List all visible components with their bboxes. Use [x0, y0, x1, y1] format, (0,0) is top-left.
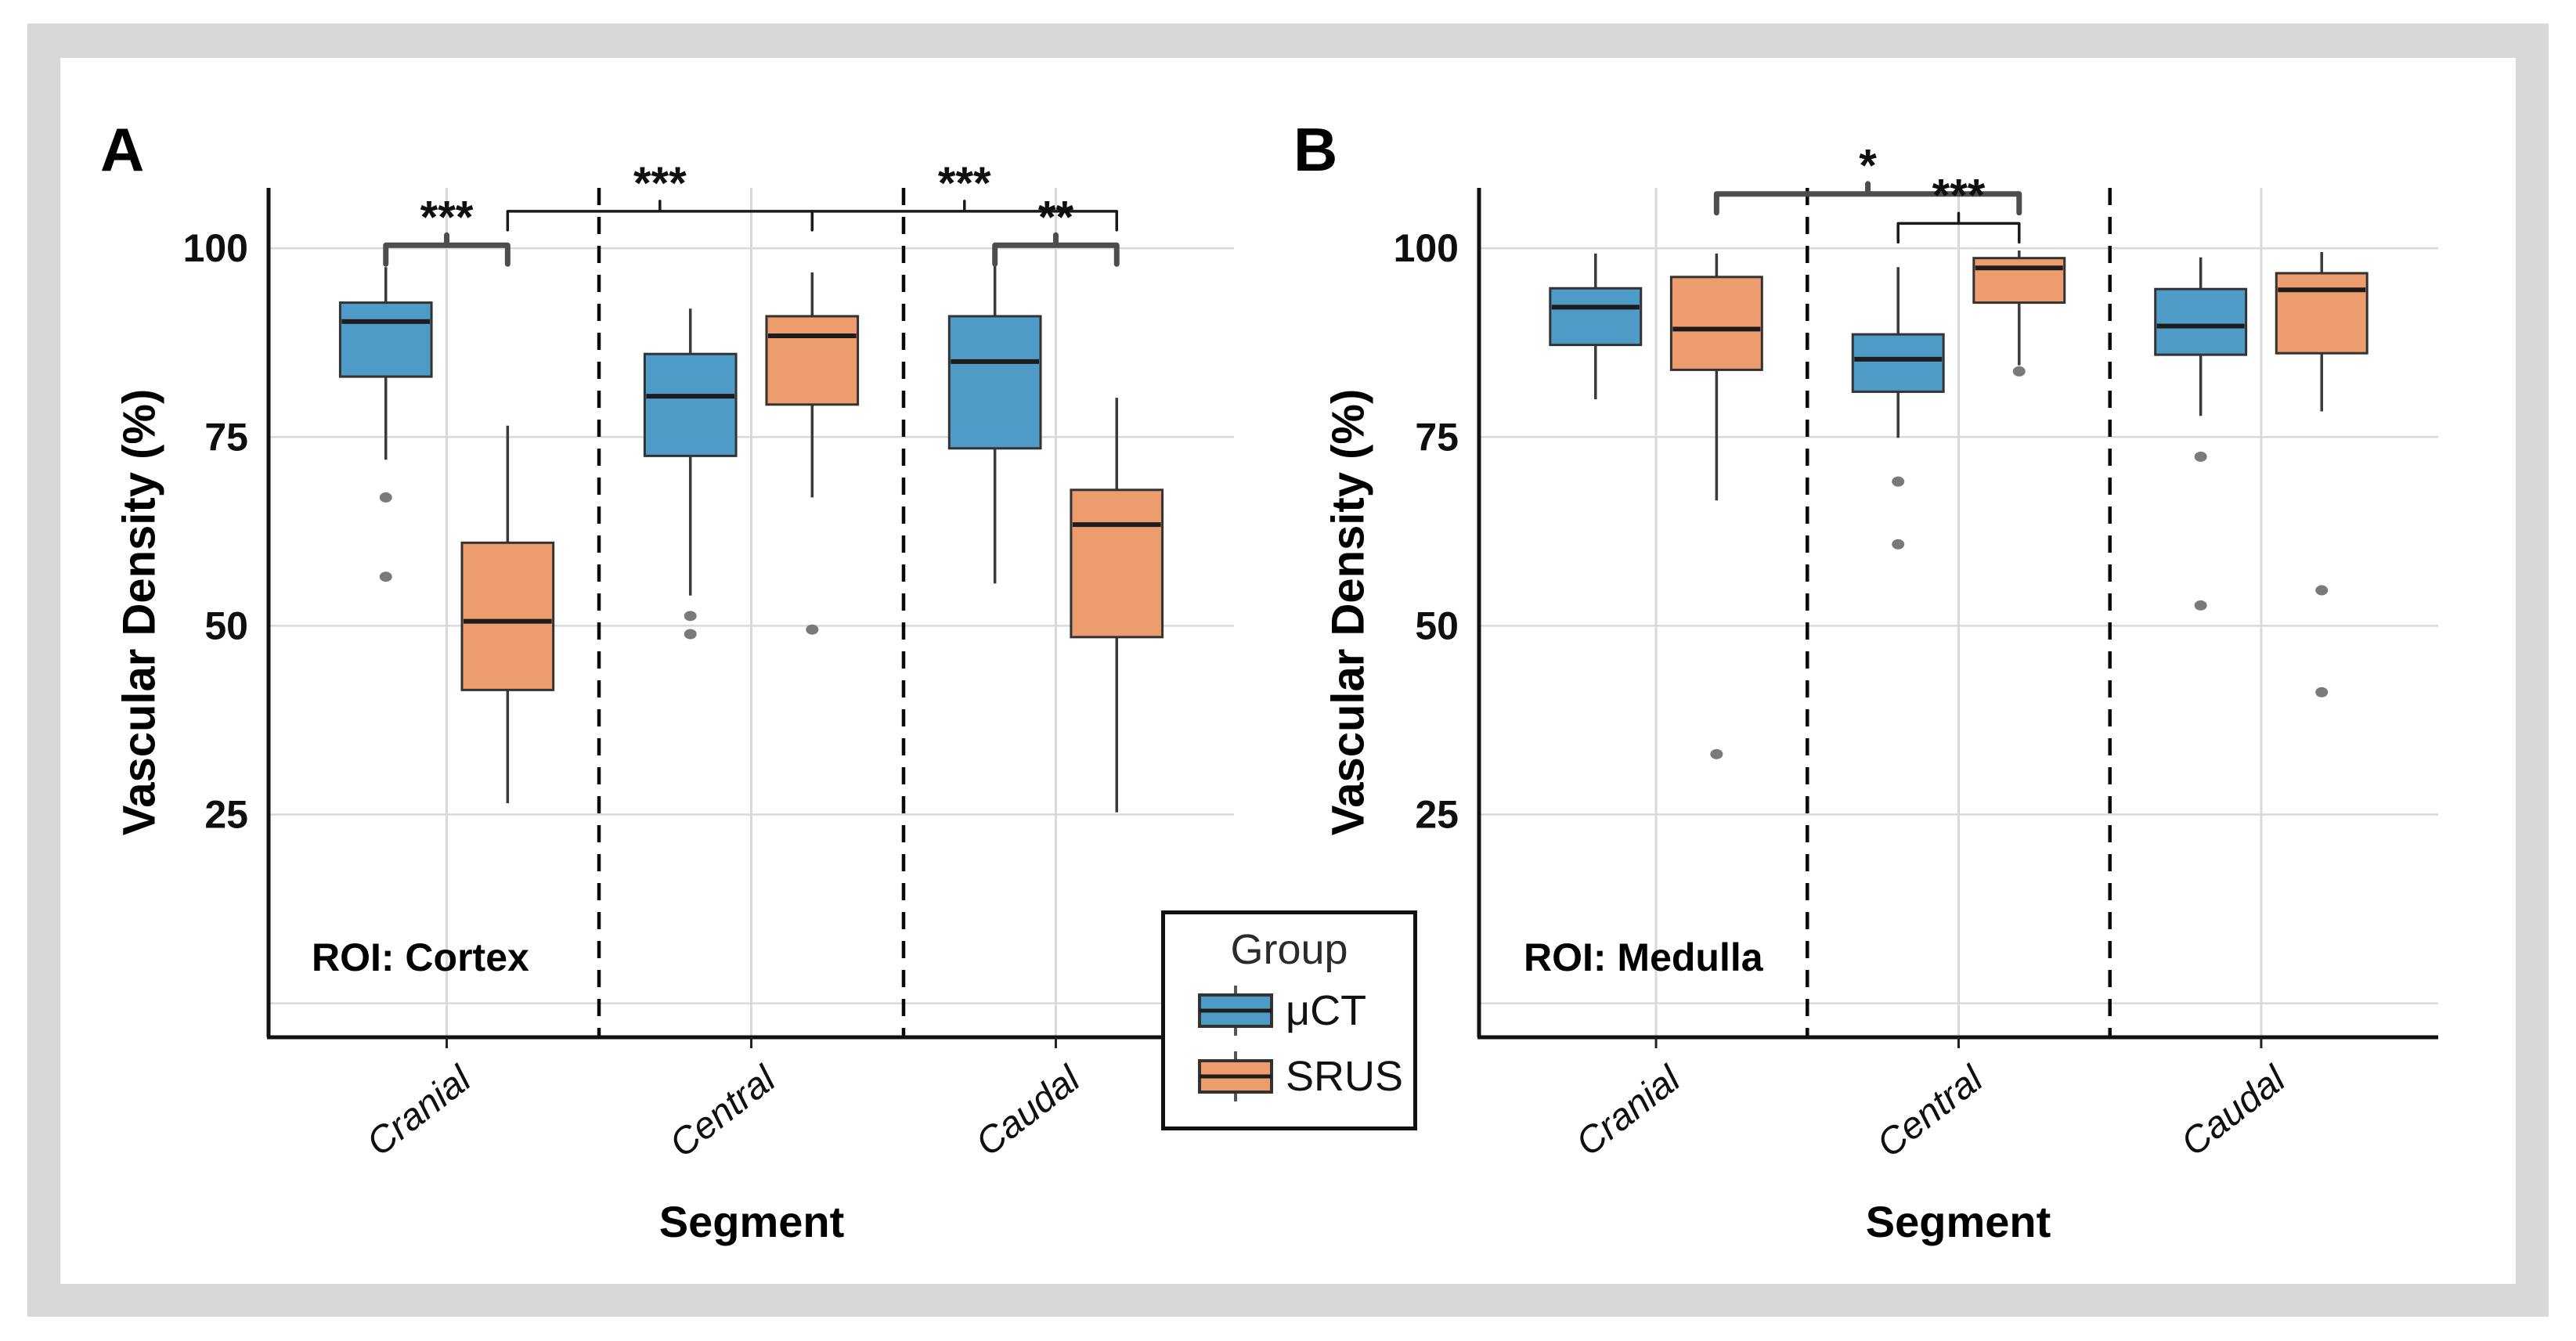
- legend: Group μCT SRUS: [1161, 910, 1417, 1130]
- significance-label: ***: [938, 158, 991, 209]
- y-tick-label: 75: [1415, 415, 1459, 459]
- outlier-dot: [379, 492, 392, 503]
- y-tick-label: 75: [204, 415, 248, 459]
- x-tick-label-cranial: Cranial: [359, 1058, 480, 1164]
- y-tick-label: 50: [1415, 604, 1459, 647]
- significance-label: **: [1038, 192, 1074, 243]
- y-tick-label: 100: [1394, 226, 1459, 270]
- outlier-dot: [2194, 451, 2207, 462]
- legend-item-srus: SRUS: [1196, 1047, 1413, 1105]
- boxplot-glyph-uct-icon: [1198, 986, 1273, 1036]
- box-A-Central-SRUS: [765, 315, 860, 406]
- box-B-Central-SRUS: [1972, 257, 2066, 305]
- panel-a-x-axis-title: Segment: [658, 1197, 845, 1246]
- box-A-Caudal-μCT: [947, 315, 1042, 450]
- outlier-dot: [806, 624, 819, 635]
- x-tick-label-caudal: Caudal: [969, 1058, 1089, 1164]
- outlier-dot: [1892, 539, 1905, 550]
- box-B-Central-μCT: [1851, 333, 1945, 393]
- outlier-dot: [379, 571, 392, 582]
- legend-label-uct: μCT: [1286, 987, 1367, 1034]
- outlier-dot: [2315, 687, 2329, 698]
- x-tick-label-caudal: Caudal: [2174, 1058, 2294, 1164]
- legend-title: Group: [1230, 926, 1348, 973]
- outlier-dot: [684, 629, 697, 640]
- y-tick-label: 50: [204, 604, 248, 647]
- outlier-dot: [684, 611, 697, 622]
- box-B-Cranial-μCT: [1549, 287, 1643, 347]
- x-tick-label-central: Central: [1870, 1058, 1992, 1166]
- outlier-dot: [2012, 366, 2026, 377]
- panel-b-letter: B: [1293, 115, 1338, 184]
- panel-b-x-axis-title: Segment: [1865, 1197, 2051, 1246]
- significance-bracket: [992, 232, 1120, 267]
- panel-b-roi-label: ROI: Medulla: [1524, 935, 1763, 979]
- significance-bracket: [383, 232, 511, 267]
- significance-label: ***: [420, 192, 474, 243]
- significance-label: ***: [633, 158, 687, 209]
- panel-a-roi-label: ROI: Cortex: [312, 935, 529, 979]
- y-tick-label: 25: [204, 792, 248, 836]
- panel-a-letter: A: [100, 115, 145, 184]
- box-A-Caudal-SRUS: [1070, 488, 1164, 639]
- x-tick-label-central: Central: [662, 1058, 785, 1166]
- legend-label-srus: SRUS: [1286, 1053, 1404, 1100]
- box-B-Cranial-SRUS: [1669, 276, 1763, 371]
- boxplot-glyph-srus-icon: [1198, 1051, 1273, 1101]
- panel-b-y-axis-title: Vascular Density (%): [1322, 388, 1374, 836]
- outlier-dot: [2315, 585, 2329, 596]
- significance-bracket: [1713, 181, 2022, 216]
- x-tick-label-cranial: Cranial: [1568, 1058, 1689, 1164]
- box-A-Cranial-SRUS: [460, 541, 555, 691]
- outlier-dot: [1892, 476, 1905, 487]
- box-B-Caudal-μCT: [2154, 287, 2248, 356]
- y-tick-label: 100: [183, 226, 248, 270]
- outlier-dot: [1710, 748, 1723, 759]
- y-tick-label: 25: [1415, 792, 1459, 836]
- box-A-Cranial-μCT: [338, 301, 433, 378]
- box-B-Caudal-SRUS: [2275, 272, 2369, 355]
- significance-bracket: [1896, 211, 2021, 244]
- box-A-Central-μCT: [643, 352, 738, 457]
- panel-a-y-axis-title: Vascular Density (%): [114, 388, 165, 836]
- significance-label: *: [1859, 141, 1877, 192]
- significance-label: ***: [1932, 170, 1986, 221]
- significance-bracket: [810, 200, 1118, 232]
- outlier-dot: [2194, 600, 2207, 611]
- legend-item-uct: μCT: [1196, 982, 1413, 1040]
